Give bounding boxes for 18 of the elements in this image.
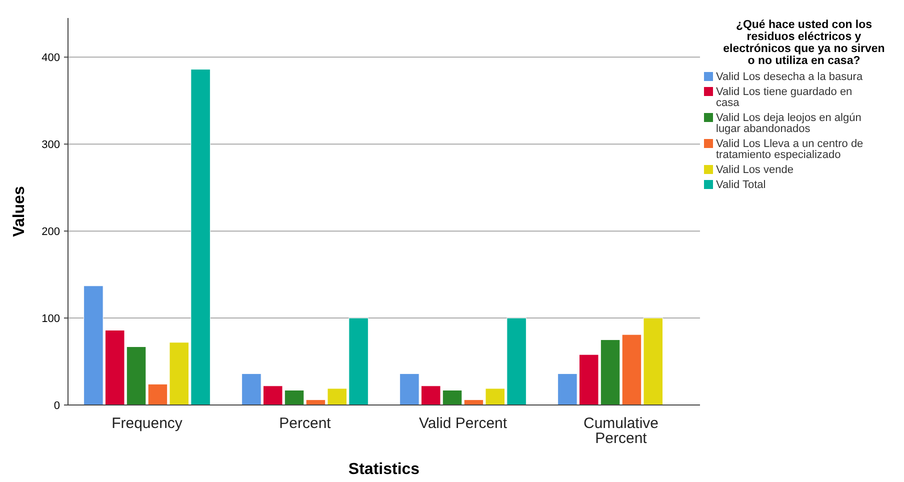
y-tick-label: 300	[42, 138, 60, 151]
x-tick-label: Percent	[279, 415, 332, 432]
legend-label: Valid Los deja leojos en algún lugar abandonados	[716, 112, 862, 135]
legend-label: Valid Los vende	[716, 164, 794, 176]
legend-label: Valid Los tiene guardado en casa	[716, 86, 852, 109]
x-tick-label: Frequency	[112, 415, 183, 432]
y-tick-label: 200	[42, 226, 60, 238]
legend-label: Valid Los desecha a la basura	[716, 71, 864, 83]
legend-title: ¿Qué hace usted con los residuos eléctricos y electrónicos que ya no sirven o no utiliza en casa?	[723, 19, 885, 67]
y-tick-label: 0	[54, 400, 60, 412]
y-tick-label: 400	[42, 52, 60, 64]
legend-label: Valid Los Lleva a un centro de tratamiento especializado	[716, 138, 864, 161]
y-tick-label: 100	[42, 312, 60, 325]
x-axis-title: Statistics	[348, 461, 420, 478]
legend-label: Valid Total	[716, 179, 766, 191]
y-axis-title: Values	[11, 186, 28, 237]
x-tick-label: Valid Percent	[418, 415, 508, 432]
x-tick-label: Cumulative Percent	[583, 415, 659, 447]
